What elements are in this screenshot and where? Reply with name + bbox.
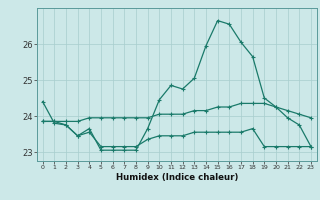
X-axis label: Humidex (Indice chaleur): Humidex (Indice chaleur) [116,173,238,182]
